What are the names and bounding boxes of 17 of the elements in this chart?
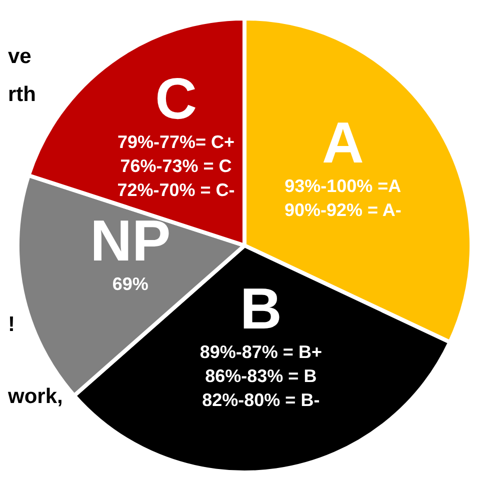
text: !: [8, 313, 15, 336]
text: work,: [7, 385, 63, 408]
slice-label: C: [155, 66, 197, 132]
slice-label: NP: [90, 208, 171, 274]
text: 69%: [112, 274, 148, 294]
text: 89%-87% = B+: [200, 342, 322, 362]
slice-label: A: [322, 110, 364, 176]
text: rth: [8, 83, 36, 106]
text: 76%-73% = C: [120, 156, 232, 176]
text: 82%-80% = B-: [202, 390, 320, 410]
text: 86%-83% = B: [205, 366, 317, 386]
slice-label: B: [240, 276, 282, 342]
text: 90%-92% = A-: [284, 200, 402, 220]
text: 72%-70% = C-: [117, 180, 235, 200]
text: 93%-100% =A: [284, 176, 402, 196]
text: 79%-77%= C+: [117, 132, 235, 152]
text: ve: [8, 45, 32, 68]
